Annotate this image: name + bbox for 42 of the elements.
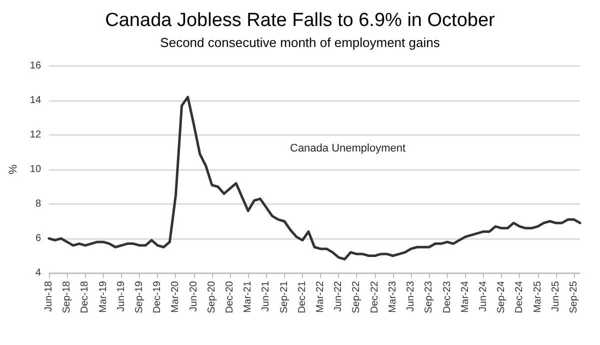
x-tick-label: Jun-24 [478, 280, 489, 312]
x-tick-label: Mar-19 [98, 280, 109, 313]
x-tick-label: Jun-20 [188, 280, 200, 312]
x-tick-label: Jun-22 [333, 280, 344, 312]
x-tick-label: Jun-18 [44, 280, 55, 312]
x-tick-label: Mar-22 [315, 280, 326, 313]
line-series [48, 96, 582, 260]
chart-subtitle: Second consecutive month of employment gains [160, 35, 440, 50]
x-tick-label: Mar-24 [460, 280, 471, 313]
x-tick-label: Mar-25 [532, 280, 544, 313]
x-tick-label: Sep-18 [62, 280, 73, 314]
y-tick-label: 16 [30, 60, 42, 72]
y-tick-label: 8 [35, 198, 42, 210]
x-tick-label: Jun-21 [260, 280, 272, 312]
x-tick-label: Mar-20 [170, 280, 182, 313]
y-tick-label: 14 [30, 95, 42, 106]
x-tick-label: Sep-25 [568, 280, 580, 314]
x-tick-label: Sep-20 [206, 280, 218, 314]
chart-title: Canada Jobless Rate Falls to 6.9% in October [105, 10, 496, 31]
y-axis-title: % [8, 164, 20, 174]
x-tick-label: Dec-21 [296, 280, 308, 314]
x-tick-label: Sep-21 [278, 280, 290, 314]
x-tick-label: Mar-23 [387, 280, 398, 313]
x-tick-label: Dec-18 [80, 280, 91, 314]
x-tick-label: Dec-19 [152, 280, 164, 314]
x-tick-label: Jun-19 [116, 280, 127, 312]
x-tick-label: Sep-19 [134, 280, 146, 314]
x-tick-label: Sep-23 [424, 280, 435, 314]
y-tick-label: 4 [35, 268, 42, 278]
x-tick-label: Mar-21 [242, 280, 254, 313]
text: Canada Unemployment [290, 142, 406, 154]
x-tick-label: Dec-24 [514, 280, 526, 314]
x-tick-label: Sep-22 [351, 280, 362, 314]
x-tick-label: Dec-20 [224, 280, 236, 314]
x-tick-label: Jun-25 [550, 280, 562, 312]
y-tick-label: 6 [35, 233, 42, 244]
x-tick-label: Jun-23 [406, 280, 417, 312]
x-tick-label: Sep-24 [496, 280, 508, 314]
x-tick-label: Dec-22 [369, 280, 380, 314]
y-tick-label: 12 [30, 130, 42, 140]
y-tick-label: 10 [30, 164, 42, 175]
x-tick-label: Dec-23 [442, 280, 453, 314]
